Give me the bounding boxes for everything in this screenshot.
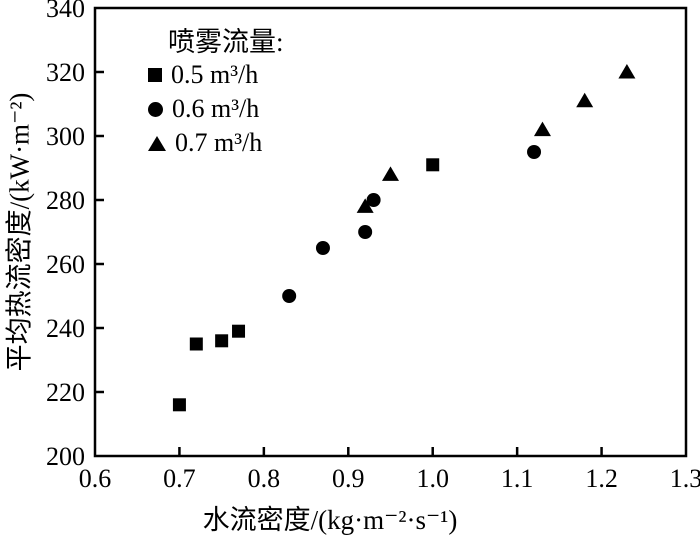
data-point-circle bbox=[527, 145, 542, 159]
x-tick-label: 1.1 bbox=[501, 464, 534, 493]
legend-title: 喷雾流量: bbox=[168, 27, 284, 57]
data-point-square bbox=[215, 334, 229, 348]
data-point-triangle bbox=[576, 92, 594, 108]
square-marker-icon bbox=[148, 68, 162, 82]
data-point-triangle bbox=[382, 166, 399, 181]
legend-item-07: 0.7 m³/h bbox=[148, 126, 284, 160]
data-point-circle bbox=[358, 225, 373, 239]
chart-legend: 喷雾流量: 0.5 m³/h 0.6 m³/h 0.7 m³/h bbox=[148, 26, 284, 160]
x-axis-label: 水流密度/(kg·m⁻²·s⁻¹) bbox=[202, 505, 458, 535]
plot-border bbox=[93, 6, 688, 458]
data-point-circle bbox=[366, 193, 381, 207]
y-tick-label: 240 bbox=[46, 314, 85, 343]
legend-item-06: 0.6 m³/h bbox=[148, 92, 284, 126]
data-point-square bbox=[172, 398, 186, 412]
y-tick-label: 260 bbox=[46, 250, 85, 279]
y-tick-label: 220 bbox=[46, 378, 85, 407]
legend-item-label: 0.5 m³/h bbox=[171, 60, 259, 89]
x-tick-label: 0.7 bbox=[163, 464, 196, 493]
y-tick-label: 300 bbox=[46, 122, 85, 151]
y-tick-label: 340 bbox=[46, 0, 85, 23]
legend-item-label: 0.7 m³/h bbox=[175, 128, 263, 157]
y-tick-label: 200 bbox=[46, 442, 85, 471]
data-point-triangle bbox=[356, 198, 374, 213]
x-tick-label: 1.0 bbox=[416, 464, 449, 493]
data-point-triangle bbox=[533, 121, 551, 137]
y-tick-label: 280 bbox=[46, 186, 85, 215]
x-tick-label: 1.3 bbox=[670, 464, 700, 493]
x-tick-label: 0.6 bbox=[79, 464, 112, 493]
x-tick-label: 0.8 bbox=[248, 464, 281, 493]
legend-item-05: 0.5 m³/h bbox=[148, 58, 284, 92]
y-axis-label: 平均热流密度/(kW·m⁻²) bbox=[4, 92, 35, 372]
data-point-circle bbox=[282, 289, 297, 303]
data-point-square bbox=[189, 337, 203, 351]
legend-item-label: 0.6 m³/h bbox=[172, 94, 260, 123]
data-point-square bbox=[232, 324, 246, 338]
x-tick-label: 0.9 bbox=[332, 464, 365, 493]
data-point-circle bbox=[315, 241, 330, 255]
y-tick-label: 320 bbox=[46, 58, 85, 87]
x-tick-label: 1.2 bbox=[585, 464, 618, 493]
circle-marker-icon bbox=[148, 101, 163, 117]
triangle-marker-icon bbox=[148, 135, 166, 151]
data-point-square bbox=[426, 158, 440, 172]
data-point-triangle bbox=[618, 64, 636, 79]
